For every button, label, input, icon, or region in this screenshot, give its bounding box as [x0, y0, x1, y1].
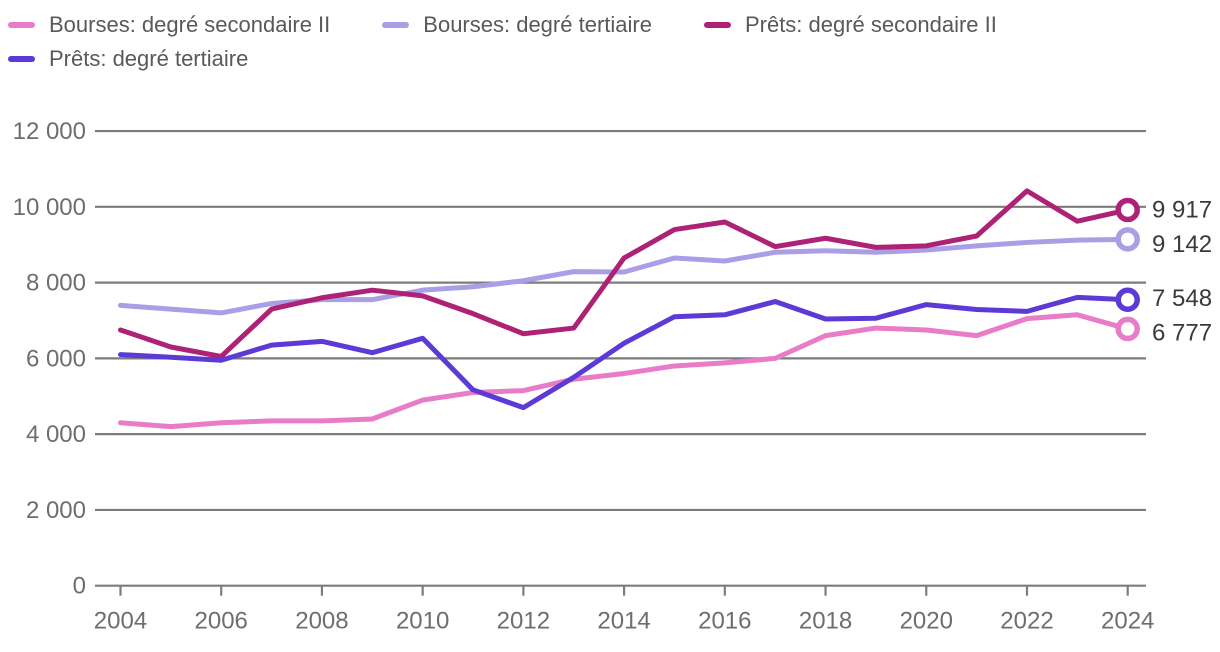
x-axis-tick-label: 2014 [597, 608, 650, 635]
legend-swatch-icon [703, 22, 731, 28]
series-end-marker-2[interactable] [1115, 227, 1140, 252]
x-axis-tick-label: 2020 [900, 608, 953, 635]
series-end-value-label: 9 142 [1152, 231, 1212, 258]
series-line-1[interactable] [118, 312, 1131, 430]
x-axis-tick-label: 2018 [799, 608, 852, 635]
legend-item-1[interactable]: Bourses: degré secondaire II [8, 12, 330, 38]
legend-item-4[interactable]: Prêts: degré tertiaire [8, 46, 248, 72]
y-axis-tick-label: 6 000 [26, 345, 86, 372]
x-axis-tick-label: 2004 [94, 608, 147, 635]
x-axis-tick-label: 2008 [295, 608, 348, 635]
legend-label: Bourses: degré secondaire II [49, 12, 331, 37]
y-axis-tick-label: 4 000 [26, 421, 86, 448]
x-axis-tick-label: 2016 [698, 608, 751, 635]
x-axis-tick-label: 2022 [1000, 608, 1053, 635]
x-axis-tick-label: 2010 [396, 608, 449, 635]
legend-label: Prêts: degré secondaire II [744, 12, 997, 37]
series-end-marker-3[interactable] [1115, 197, 1140, 223]
legend-label: Prêts: degré tertiaire [49, 46, 249, 71]
legend-item-2[interactable]: Bourses: degré tertiaire [382, 12, 652, 38]
series-line-2[interactable] [118, 236, 1131, 316]
series-end-value-label: 6 777 [1152, 319, 1212, 346]
grid: 0 2 000 4 000 6 000 8 000 10 000 12 000 [13, 118, 1146, 600]
y-axis-tick-label: 8 000 [26, 270, 86, 297]
chart-legend: Bourses: degré secondaire II Bourses: deg… [8, 12, 1168, 72]
legend-item-3[interactable]: Prêts: degré secondaire II [703, 12, 997, 38]
y-axis-tick-label: 2 000 [26, 497, 86, 524]
y-axis-tick-label: 0 [73, 573, 86, 600]
x-axis-tick-label: 2012 [497, 608, 550, 635]
legend-swatch-icon [8, 56, 35, 62]
legend-swatch-icon [382, 22, 410, 28]
series-line-3[interactable] [118, 188, 1131, 359]
legend-swatch-icon [8, 22, 35, 28]
series-end-marker-1[interactable] [1115, 316, 1140, 342]
legend-label: Bourses: degré tertiaire [423, 12, 652, 37]
series-line-4[interactable] [118, 294, 1131, 411]
series-end-value-label: 7 548 [1152, 285, 1212, 312]
y-axis-tick-label: 10 000 [13, 194, 86, 221]
y-axis-tick-label: 12 000 [13, 118, 86, 145]
series-end-marker-4[interactable] [1115, 287, 1140, 312]
series-end-value-label: 9 917 [1152, 196, 1212, 223]
x-axis-tick-label: 2024 [1101, 608, 1154, 635]
x-axis: 2004 2006 2008 2010 2012 2014 2016 2018 2020 2022… [94, 585, 1154, 635]
x-axis-tick-label: 2006 [195, 608, 248, 635]
